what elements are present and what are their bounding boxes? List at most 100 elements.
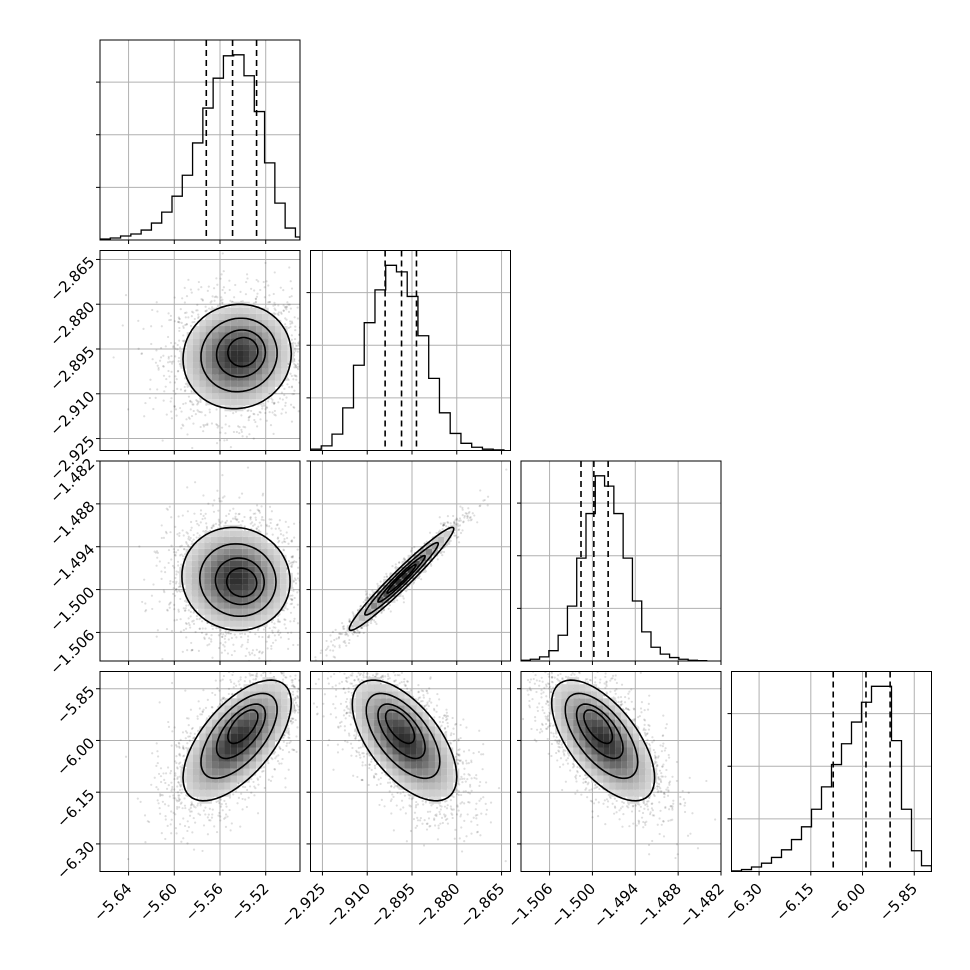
scatter-point: [297, 368, 300, 371]
scatter-point: [183, 548, 186, 551]
scatter-point: [267, 284, 270, 287]
scatter-point: [259, 411, 262, 414]
scatter-point: [154, 361, 158, 364]
scatter-point: [284, 305, 287, 308]
scatter-point: [180, 553, 183, 556]
density-cell: [211, 386, 219, 394]
scatter-point: [253, 418, 256, 422]
density-cell: [218, 307, 225, 314]
density-cell: [273, 602, 281, 609]
scatter-point: [246, 638, 250, 641]
contour-line-3: [227, 336, 259, 368]
scatter-point: [170, 516, 173, 519]
scatter-point: [251, 521, 254, 524]
scatter-point: [261, 407, 264, 410]
density-cell: [249, 399, 257, 406]
scatter-point: [273, 401, 276, 404]
scatter-point: [308, 327, 310, 329]
scatter-point: [293, 366, 296, 369]
scatter-point: [192, 611, 195, 614]
scatter-point: [305, 355, 307, 357]
scatter-point: [174, 375, 177, 378]
density-cell: [210, 560, 218, 567]
scatter-point: [144, 608, 148, 612]
scatter-point: [177, 320, 180, 324]
density-cell: [191, 560, 199, 567]
scatter-point: [137, 347, 140, 350]
scatter-point: [261, 635, 264, 639]
scatter-point: [178, 532, 181, 535]
scatter-point: [270, 518, 273, 521]
density-cell: [199, 368, 206, 375]
scatter-point: [313, 590, 315, 592]
scatter-point: [150, 342, 153, 346]
scatter-point: [199, 410, 202, 414]
scatter-point: [181, 555, 185, 558]
scatter-point: [187, 622, 190, 625]
scatter-point: [219, 521, 222, 524]
scatter-point: [189, 408, 192, 411]
density-cell: [236, 548, 243, 555]
scatter-point: [230, 636, 233, 640]
density-cell: [261, 602, 268, 609]
scatter-point: [265, 525, 268, 528]
scatter-point: [190, 540, 194, 543]
scatter-point: [189, 520, 193, 524]
scatter-point: [169, 314, 173, 317]
density-cell: [218, 356, 225, 363]
density-cell: [237, 326, 244, 333]
density-cell: [204, 536, 211, 543]
density-cell: [267, 554, 274, 561]
density-cell: [274, 380, 282, 387]
scatter-point: [223, 649, 227, 652]
scatter-point: [257, 635, 261, 638]
scatter-point: [314, 349, 316, 351]
panel-content: [100, 250, 331, 451]
density-cell: [242, 554, 249, 561]
density-cell: [218, 374, 225, 381]
scatter-point: [286, 608, 289, 611]
scatter-point: [221, 302, 224, 305]
density-cell: [262, 368, 269, 375]
density-cell: [262, 313, 269, 320]
scatter-point: [170, 360, 173, 364]
scatter-point: [289, 372, 292, 375]
density-cell: [274, 368, 282, 375]
density-cell: [267, 542, 274, 549]
density-cell: [218, 362, 225, 369]
scatter-point: [294, 364, 297, 367]
scatter-point: [172, 592, 175, 596]
density-cell: [230, 362, 238, 369]
scatter-point: [292, 643, 295, 647]
density-cell: [186, 362, 193, 369]
density-cell: [249, 332, 257, 339]
scatter-point: [184, 607, 187, 610]
density-cell: [261, 560, 268, 567]
density-cell: [237, 344, 244, 351]
density-cell: [242, 536, 249, 543]
scatter-point: [208, 307, 211, 310]
density-cell: [185, 590, 192, 597]
scatter-point: [190, 391, 193, 394]
scatter-point: [293, 536, 296, 539]
scatter-point: [216, 296, 219, 299]
scatter-point: [190, 526, 193, 529]
density-cell: [210, 578, 218, 585]
scatter-point: [184, 323, 187, 327]
scatter-point: [200, 286, 203, 289]
density-cell: [236, 536, 243, 543]
scatter-point: [257, 529, 260, 532]
scatter-point: [229, 446, 233, 449]
scatter-point: [166, 609, 169, 612]
scatter-point: [292, 561, 295, 564]
scatter-point: [287, 559, 291, 563]
scatter-point: [257, 280, 260, 283]
density-cell: [236, 608, 243, 615]
scatter-point: [278, 620, 282, 623]
scatter-point: [182, 334, 185, 337]
scatter-point: [284, 323, 287, 326]
density-cell: [205, 356, 212, 363]
density-cell: [273, 596, 281, 603]
scatter-point: [326, 377, 328, 379]
scatter-point: [329, 419, 331, 421]
